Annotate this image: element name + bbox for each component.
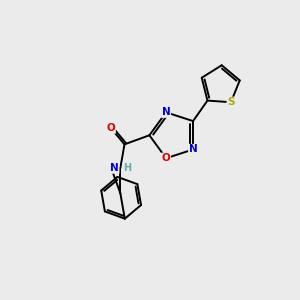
- Text: N: N: [162, 107, 170, 117]
- Text: O: O: [162, 153, 170, 163]
- Text: O: O: [106, 123, 115, 133]
- Text: S: S: [227, 97, 235, 107]
- Text: N: N: [189, 145, 197, 154]
- Text: H: H: [123, 163, 131, 173]
- Text: N: N: [110, 163, 119, 173]
